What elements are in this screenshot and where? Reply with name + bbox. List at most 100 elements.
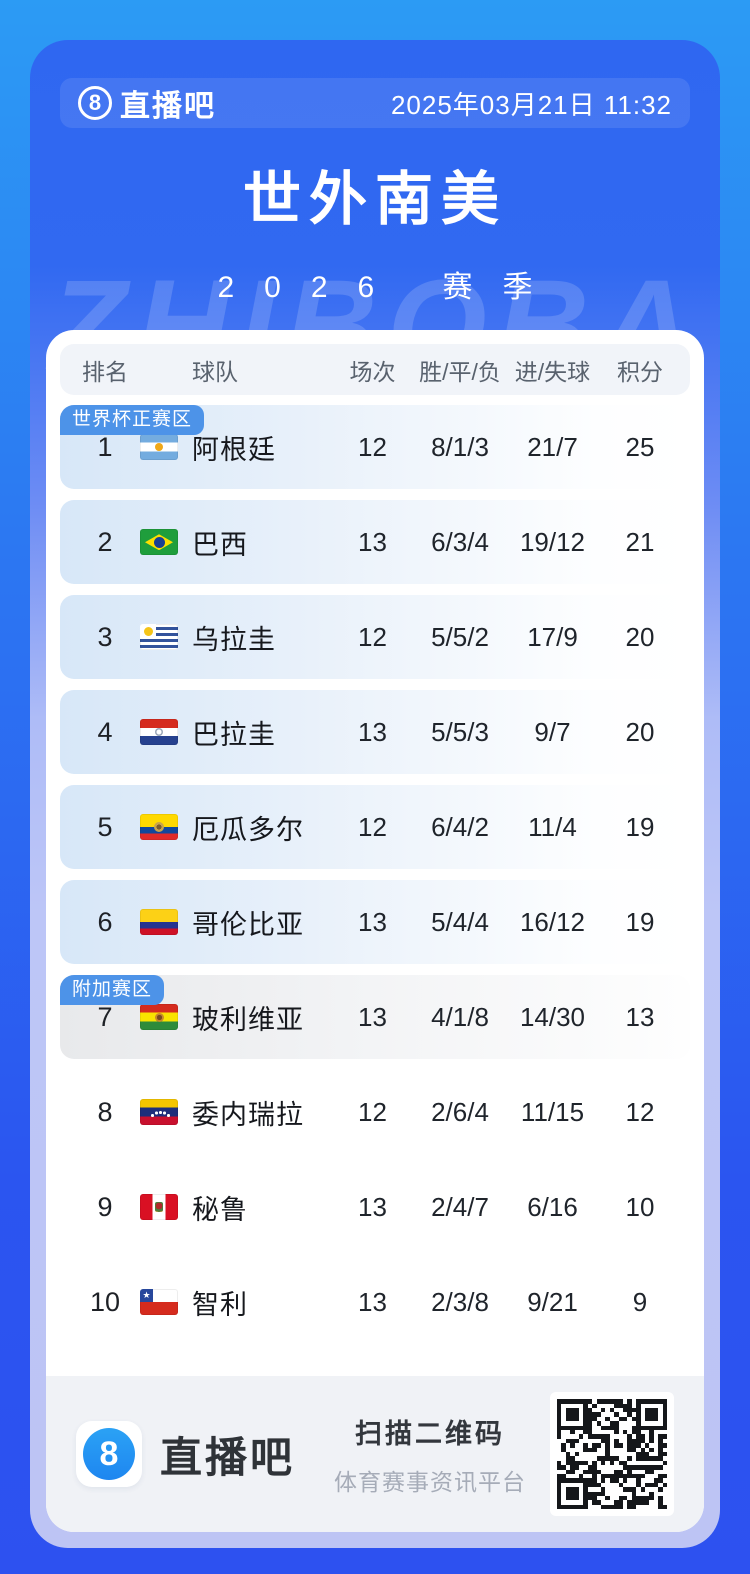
team-flag-icon <box>140 1289 178 1316</box>
table-row[interactable]: 世界杯正赛区 1 阿根廷 12 8/1/3 21/7 25 <box>60 405 690 490</box>
played-cell: 12 <box>358 431 387 462</box>
wdl-cell: 5/5/2 <box>431 621 489 652</box>
played-cell: 13 <box>358 716 387 747</box>
team-cell: 阿根廷 <box>140 428 330 467</box>
team-cell: 厄瓜多尔 <box>140 808 330 847</box>
rank-cell: 8 <box>97 1096 113 1127</box>
footer-logo: 8 <box>76 1421 142 1488</box>
wdl-cell: 5/5/3 <box>431 716 489 747</box>
played-cell: 13 <box>358 1191 387 1222</box>
standings-panel: 排名 球队 场次 胜/平/负 进/失球 积分 世界杯正赛区 1 阿根廷 12 8… <box>46 330 704 1532</box>
goals-cell: 17/9 <box>527 621 578 652</box>
goals-cell: 9/7 <box>534 716 571 747</box>
team-name: 巴西 <box>192 529 248 560</box>
rank-cell: 9 <box>97 1191 113 1222</box>
played-cell: 12 <box>358 621 387 652</box>
goals-cell: 11/15 <box>520 1096 585 1127</box>
played-cell: 13 <box>358 1001 387 1032</box>
points-cell: 12 <box>625 1096 655 1127</box>
wdl-cell: 2/3/8 <box>431 1286 489 1317</box>
wdl-cell: 4/1/8 <box>431 1001 489 1032</box>
brand-name: 直播吧 <box>120 90 216 123</box>
table-row[interactable]: 9 秘鲁 13 2/4/7 6/16 10 <box>60 1165 690 1249</box>
col-header-team: 球队 <box>192 358 238 385</box>
goals-cell: 11/4 <box>528 811 577 842</box>
team-name: 秘鲁 <box>192 1194 248 1225</box>
scan-title: 扫描二维码 <box>355 1418 505 1449</box>
played-cell: 12 <box>358 1096 387 1127</box>
table-row[interactable]: 10 智利 13 2/3/8 9/21 9 <box>60 1260 690 1344</box>
scan-subtitle: 体育赛事资讯平台 <box>334 1468 526 1495</box>
team-name: 阿根廷 <box>192 434 276 465</box>
team-flag-icon <box>140 434 178 461</box>
team-name: 委内瑞拉 <box>192 1099 304 1130</box>
team-flag-icon <box>140 1194 178 1221</box>
team-flag-icon <box>140 814 178 841</box>
team-name: 哥伦比亚 <box>192 909 304 940</box>
goals-cell: 19/12 <box>519 526 586 557</box>
table-row[interactable]: 8 委内瑞拉 12 2/6/4 11/15 12 <box>60 1070 690 1154</box>
team-cell: 秘鲁 <box>140 1188 330 1227</box>
points-cell: 9 <box>632 1286 648 1317</box>
team-cell: 哥伦比亚 <box>140 903 330 942</box>
col-header-played: 场次 <box>349 358 396 385</box>
col-header-points: 积分 <box>617 358 663 385</box>
team-cell: 巴拉圭 <box>140 713 330 752</box>
team-cell: 智利 <box>140 1283 330 1322</box>
rank-cell: 2 <box>97 526 113 557</box>
season-subtitle: 2026 赛季 <box>217 271 563 304</box>
col-header-wdl: 胜/平/负 <box>419 358 501 385</box>
col-header-goals: 进/失球 <box>514 358 591 385</box>
table-row[interactable]: 附加赛区 7 玻利维亚 13 4/1/8 14/30 13 <box>60 975 690 1060</box>
team-cell: 委内瑞拉 <box>140 1093 330 1132</box>
team-flag-icon <box>140 624 178 651</box>
played-cell: 13 <box>358 1286 387 1317</box>
brand-8-icon: 8 <box>83 1428 135 1481</box>
qr-code <box>557 1399 667 1510</box>
poster-footer: 8 直播吧 扫描二维码 体育赛事资讯平台 <box>46 1376 704 1532</box>
goals-cell: 6/16 <box>527 1191 578 1222</box>
page-title: 世外南美 <box>242 167 507 232</box>
poster-card: ZHIBOBA 8 直播吧 2025年03月21日 11:32 世外南美 202… <box>30 40 720 1548</box>
col-header-rank: 排名 <box>82 358 128 385</box>
table-row[interactable]: 6 哥伦比亚 13 5/4/4 16/12 19 <box>60 880 690 965</box>
table-row[interactable]: 5 厄瓜多尔 12 6/4/2 11/4 19 <box>60 785 690 870</box>
goals-cell: 9/21 <box>527 1286 578 1317</box>
team-flag-icon <box>140 1099 178 1126</box>
team-flag-icon <box>140 719 178 746</box>
top-bar: 8 直播吧 2025年03月21日 11:32 <box>60 78 690 128</box>
played-cell: 13 <box>358 526 387 557</box>
table-header-row: 排名 球队 场次 胜/平/负 进/失球 积分 <box>60 344 690 396</box>
goals-cell: 14/30 <box>519 1001 586 1032</box>
table-row[interactable]: 2 巴西 13 6/3/4 19/12 21 <box>60 500 690 585</box>
points-cell: 19 <box>625 811 655 842</box>
goals-cell: 21/7 <box>527 431 578 462</box>
wdl-cell: 8/1/3 <box>431 431 489 462</box>
team-cell: 玻利维亚 <box>140 998 330 1037</box>
standings-body: 世界杯正赛区 1 阿根廷 12 8/1/3 21/7 25 2 巴西 13 6/… <box>60 405 690 1355</box>
team-name: 厄瓜多尔 <box>192 814 304 845</box>
datetime-label: 2025年03月21日 11:32 <box>390 89 672 120</box>
points-cell: 19 <box>625 906 655 937</box>
points-cell: 20 <box>625 621 655 652</box>
qr-code-frame <box>550 1392 674 1517</box>
points-cell: 10 <box>625 1191 655 1222</box>
rank-cell: 6 <box>97 906 113 937</box>
played-cell: 12 <box>358 811 387 842</box>
table-row[interactable]: 4 巴拉圭 13 5/5/3 9/7 20 <box>60 690 690 775</box>
wdl-cell: 2/4/7 <box>431 1191 489 1222</box>
points-cell: 25 <box>625 431 655 462</box>
team-name: 玻利维亚 <box>192 1004 304 1035</box>
points-cell: 20 <box>625 716 655 747</box>
rank-cell: 7 <box>97 1001 113 1032</box>
team-flag-icon <box>140 529 178 556</box>
scan-hint: 扫描二维码 体育赛事资讯平台 <box>334 1412 526 1497</box>
rank-cell: 10 <box>89 1286 121 1317</box>
zone-badge: 世界杯正赛区 <box>60 405 205 436</box>
played-cell: 13 <box>358 906 387 937</box>
rank-cell: 4 <box>97 716 113 747</box>
wdl-cell: 6/3/4 <box>431 526 489 557</box>
table-row[interactable]: 3 乌拉圭 12 5/5/2 17/9 20 <box>60 595 690 680</box>
team-cell: 乌拉圭 <box>140 618 330 657</box>
goals-cell: 16/12 <box>519 906 586 937</box>
